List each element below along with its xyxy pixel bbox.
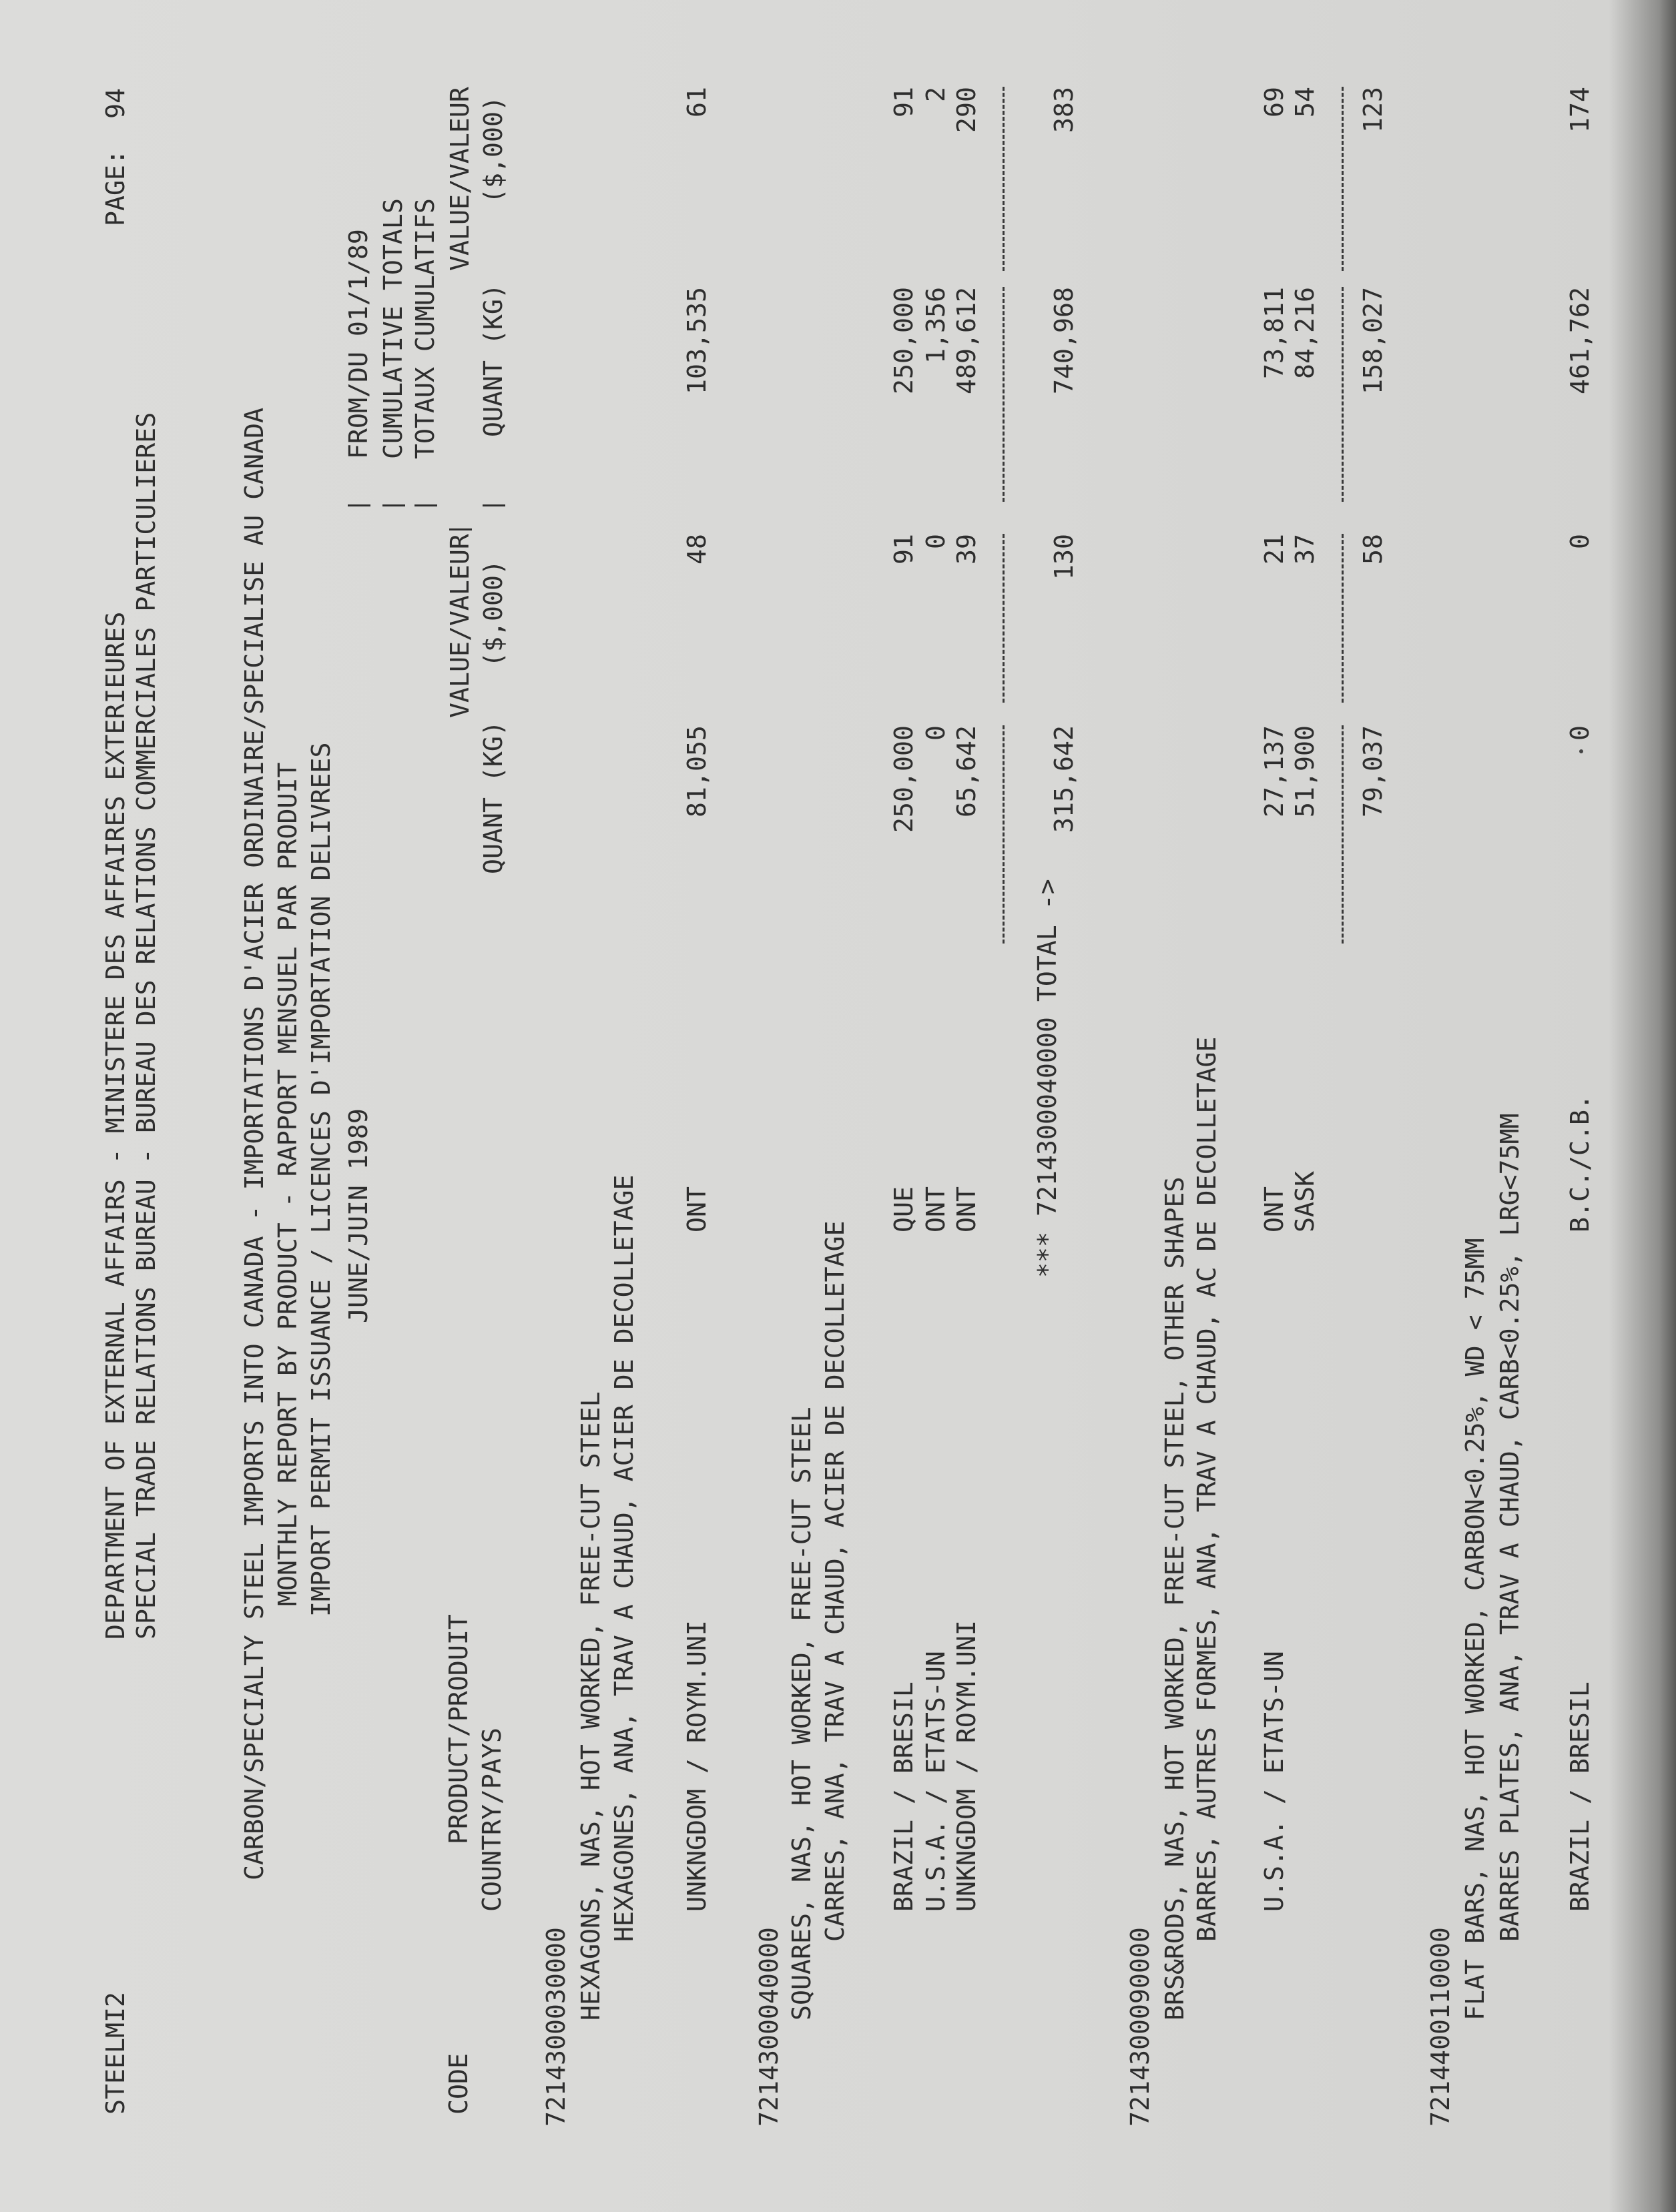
total-label: *** 7214300040000 TOTAL -> bbox=[1033, 879, 1063, 1278]
month-value: 91 bbox=[890, 534, 919, 565]
bureau-line: SPECIAL TRADE RELATIONS BUREAU - BUREAU … bbox=[132, 412, 162, 1639]
column-divider bbox=[449, 528, 472, 530]
cumulative-value: 174 bbox=[1566, 87, 1595, 133]
province: B.C./C.B. bbox=[1566, 1094, 1595, 1232]
subtotal-rule bbox=[1342, 725, 1344, 944]
country: U.S.A. / ETATS-UN bbox=[1260, 1651, 1290, 1912]
country: UNKNGDOM / ROYM.UNI bbox=[683, 1620, 712, 1912]
subtotal-rule bbox=[1342, 534, 1344, 703]
month-quant: 0 bbox=[922, 725, 951, 741]
subtotal-cumulative-quant: 158,027 bbox=[1359, 287, 1388, 394]
product-desc-en: HEXAGONS, NAS, HOT WORKED, FREE-CUT STEE… bbox=[577, 1391, 606, 2020]
product-desc-en: FLAT BARS, NAS, HOT WORKED, CARBON<0.25%… bbox=[1461, 1238, 1490, 2020]
subtotal-month-value: 58 bbox=[1359, 534, 1388, 565]
province: ONT bbox=[952, 1186, 982, 1232]
column-divider bbox=[348, 504, 370, 506]
product-code: 7214300040000 bbox=[755, 1927, 784, 2127]
product-desc-en: BRS&RODS, NAS, HOT WORKED, FREE-CUT STEE… bbox=[1161, 1176, 1190, 2021]
cumulative-quant: 1,356 bbox=[922, 287, 951, 364]
cumulative-value: 91 bbox=[890, 87, 919, 117]
print-speck bbox=[1579, 749, 1583, 753]
month-quant-header: QUANT (KG) bbox=[479, 721, 509, 874]
total-rule bbox=[1003, 287, 1005, 502]
report-period: JUNE/JUIN 1989 bbox=[344, 1108, 374, 1323]
program-id: STEELMI2 bbox=[101, 1992, 131, 2115]
product-code: 7214300030000 bbox=[542, 1927, 571, 2127]
month-value: 0 bbox=[922, 534, 951, 549]
country: UNKNGDOM / ROYM.UNI bbox=[952, 1620, 982, 1912]
province: QUE bbox=[890, 1186, 919, 1232]
subtotal-rule bbox=[1342, 287, 1344, 502]
column-divider bbox=[382, 504, 405, 506]
province: ONT bbox=[922, 1186, 951, 1232]
total-rule bbox=[1003, 534, 1005, 703]
country-header: COUNTRY/PAYS bbox=[478, 1728, 507, 1912]
cumulative-value-header: VALUE/VALEUR bbox=[446, 87, 475, 271]
cumulative-quant: 84,216 bbox=[1291, 287, 1320, 379]
product-desc-fr: HEXAGONES, ANA, TRAV A CHAUD, ACIER DE D… bbox=[610, 1174, 639, 1942]
subtotal-cumulative-value: 123 bbox=[1359, 87, 1388, 133]
total-cumulative-value: 383 bbox=[1050, 87, 1079, 133]
cumulative-header-fr: TOTAUX CUMULATIFS bbox=[411, 198, 441, 459]
column-divider bbox=[414, 504, 437, 506]
cumulative-quant: 489,612 bbox=[952, 287, 982, 394]
page-number: 94 bbox=[101, 88, 131, 119]
month-quant: 0 bbox=[1566, 725, 1595, 741]
cumulative-value: 2 bbox=[922, 87, 951, 102]
subtotal-month-quant: 79,037 bbox=[1359, 725, 1388, 817]
province: ONT bbox=[1260, 1186, 1290, 1232]
cumulative-quant-header: QUANT (KG) bbox=[479, 284, 509, 437]
cumulative-value: 69 bbox=[1260, 87, 1290, 117]
cumulative-value: 54 bbox=[1291, 87, 1320, 117]
month-value: 39 bbox=[952, 534, 982, 565]
department-line: DEPARTMENT OF EXTERNAL AFFAIRS - MINISTE… bbox=[101, 611, 131, 1639]
province: SASK bbox=[1291, 1171, 1320, 1232]
cumulative-units-header: ($,000) bbox=[479, 96, 509, 204]
subtotal-rule bbox=[1342, 87, 1344, 271]
product-desc-fr: BARRES, AUTRES FORMES, ANA, TRAV A CHAUD… bbox=[1193, 1036, 1222, 1942]
month-quant: 27,137 bbox=[1260, 725, 1290, 817]
product-code: 7214300090000 bbox=[1126, 1927, 1155, 2127]
report-subtitle: MONTHLY REPORT BY PRODUCT - RAPPORT MENS… bbox=[274, 762, 303, 1607]
month-value: 0 bbox=[1566, 534, 1595, 549]
month-units-header: ($,000) bbox=[479, 560, 509, 667]
product-code: 7214400110000 bbox=[1426, 1927, 1456, 2127]
cumulative-quant: 73,811 bbox=[1260, 287, 1290, 379]
cumulative-quant: 461,762 bbox=[1566, 287, 1595, 394]
page-label: PAGE: bbox=[101, 149, 131, 226]
month-value: 37 bbox=[1291, 534, 1320, 565]
product-header: PRODUCT/PRODUIT bbox=[445, 1614, 474, 1844]
total-month-value: 130 bbox=[1050, 534, 1079, 580]
province: ONT bbox=[683, 1186, 712, 1232]
month-quant: 250,000 bbox=[890, 725, 919, 833]
product-desc-fr: BARRES PLATES, ANA, TRAV A CHAUD, CARB<0… bbox=[1496, 1113, 1525, 1942]
code-header: CODE bbox=[445, 2053, 474, 2115]
country: BRAZIL / BRESIL bbox=[890, 1682, 919, 1912]
total-rule bbox=[1003, 725, 1005, 944]
cumulative-header-en: CUMULATIVE TOTALS bbox=[379, 198, 408, 459]
country: U.S.A. / ETATS-UN bbox=[922, 1651, 951, 1912]
column-divider bbox=[483, 504, 505, 506]
cumulative-quant: 250,000 bbox=[890, 287, 919, 394]
month-quant: 81,055 bbox=[683, 725, 712, 817]
total-month-quant: 315,642 bbox=[1050, 725, 1079, 833]
month-quant: 65,642 bbox=[952, 725, 982, 817]
product-desc-en: SQUARES, NAS, HOT WORKED, FREE-CUT STEEL bbox=[788, 1407, 817, 2020]
month-quant: 51,900 bbox=[1291, 725, 1320, 817]
month-value: 48 bbox=[683, 534, 712, 565]
report-title: CARBON/SPECIALTY STEEL IMPORTS INTO CANA… bbox=[240, 407, 270, 1880]
total-rule bbox=[1003, 87, 1005, 271]
cumulative-quant: 103,535 bbox=[683, 287, 712, 394]
country: BRAZIL / BRESIL bbox=[1566, 1682, 1595, 1912]
cumulative-from-date: FROM/DU 01/1/89 bbox=[344, 229, 374, 459]
cumulative-value: 61 bbox=[683, 87, 712, 117]
month-value-header: VALUE/VALEUR bbox=[446, 534, 475, 718]
product-desc-fr: CARRES, ANA, TRAV A CHAUD, ACIER DE DECO… bbox=[821, 1220, 850, 1942]
month-value: 21 bbox=[1260, 534, 1290, 565]
total-cumulative-quant: 740,968 bbox=[1050, 287, 1079, 394]
cumulative-value: 290 bbox=[952, 87, 982, 133]
permit-line: IMPORT PERMIT ISSUANCE / LICENCES D'IMPO… bbox=[307, 742, 336, 1617]
